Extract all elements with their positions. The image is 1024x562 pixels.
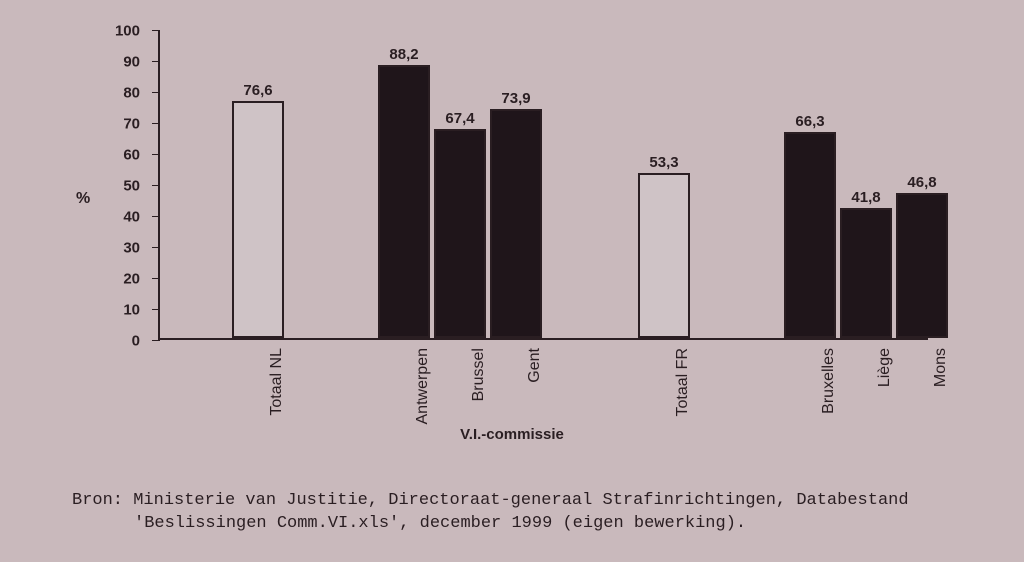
y-tick-label: 20 [123,271,140,288]
source-prefix: Bron: [72,491,123,510]
y-tick-label: 30 [123,240,140,257]
bar-value-label: 76,6 [243,82,272,99]
y-tick: 0 [152,340,160,341]
bar-value-label: 67,4 [445,110,474,127]
bar-category-label: Totaal NL [268,348,286,416]
bar-category-label: Totaal FR [674,348,692,416]
bar-value-label: 46,8 [907,174,936,191]
bar-value-label: 41,8 [851,189,880,206]
y-axis-title: % [76,190,90,208]
bar-liège: 41,8Liège [840,208,892,338]
y-tick-label: 40 [123,209,140,226]
bar-mons: 46,8Mons [896,193,948,338]
bar-category-label: Liège [876,348,894,387]
y-tick: 60 [152,154,160,155]
y-tick-label: 70 [123,116,140,133]
y-tick-label: 50 [123,178,140,195]
bar-category-label: Brussel [470,348,488,401]
bar-brussel: 67,4Brussel [434,129,486,338]
y-tick: 70 [152,123,160,124]
y-tick: 90 [152,61,160,62]
y-tick: 80 [152,92,160,93]
source-caption: Bron: Ministerie van Justitie, Directora… [72,490,952,536]
bar-totaal-nl: 76,6Totaal NL [232,101,284,338]
y-tick: 30 [152,247,160,248]
page: % 010203040506070809010076,6Totaal NL88,… [0,0,1024,562]
bar-value-label: 66,3 [795,113,824,130]
bar-category-label: Mons [932,348,950,387]
y-tick: 20 [152,278,160,279]
y-tick: 10 [152,309,160,310]
bar-gent: 73,9Gent [490,109,542,338]
plot-area: 010203040506070809010076,6Totaal NL88,2A… [158,30,928,340]
bar-bruxelles: 66,3Bruxelles [784,132,836,338]
source-line2: 'Beslissingen Comm.VI.xls', december 199… [134,514,746,533]
y-tick: 100 [152,30,160,31]
y-tick: 40 [152,216,160,217]
bar-value-label: 88,2 [389,46,418,63]
bar-category-label: Antwerpen [414,348,432,425]
y-tick-label: 0 [132,333,140,350]
bar-value-label: 53,3 [649,154,678,171]
bar-antwerpen: 88,2Antwerpen [378,65,430,338]
y-tick-label: 80 [123,85,140,102]
bar-category-label: Bruxelles [820,348,838,414]
y-tick-label: 90 [123,54,140,71]
source-line1: Ministerie van Justitie, Directoraat-gen… [133,491,908,510]
bar-value-label: 73,9 [501,90,530,107]
y-tick-label: 60 [123,147,140,164]
x-axis-title: V.I.-commissie [82,426,942,443]
bar-totaal-fr: 53,3Totaal FR [638,173,690,338]
bar-chart: % 010203040506070809010076,6Totaal NL88,… [82,20,942,460]
y-tick-label: 10 [123,302,140,319]
y-tick: 50 [152,185,160,186]
y-tick-label: 100 [115,23,140,40]
bar-category-label: Gent [526,348,544,383]
